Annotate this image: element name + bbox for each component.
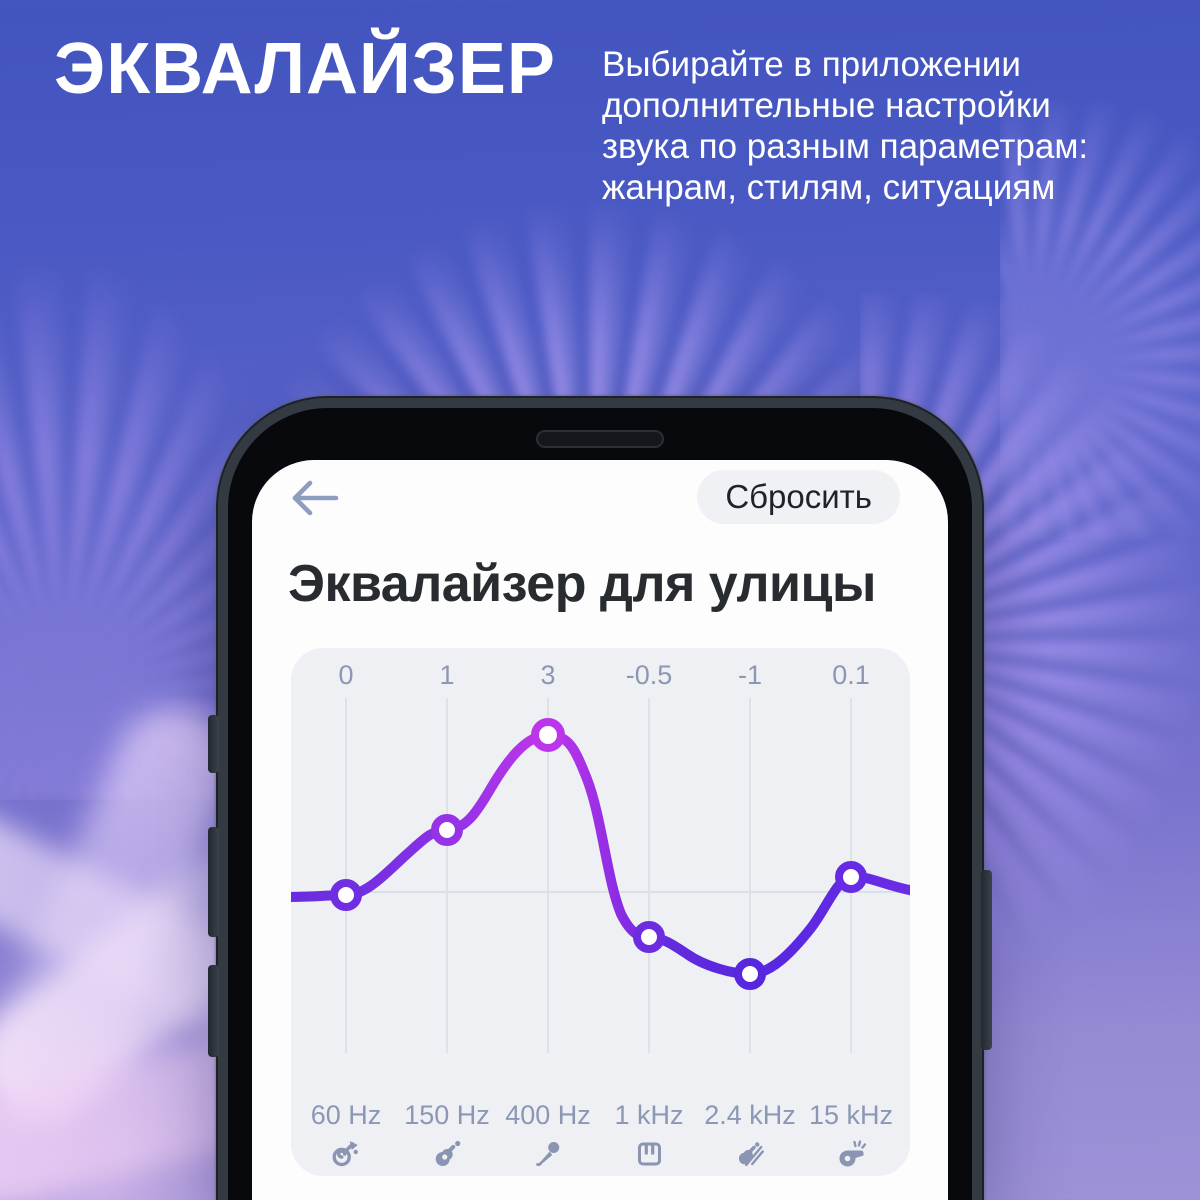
band-60hz: 60 Hz — [310, 1100, 382, 1171]
speaker-slot — [536, 430, 664, 448]
guitar-icon — [435, 1140, 461, 1166]
band-1khz: 1 kHz — [614, 1100, 684, 1171]
phone-frame: Сбросить Эквалайзер для улицы 0 1 3 -0.5… — [208, 408, 992, 1200]
gridline-vertical — [648, 698, 650, 1053]
whistle-icon — [839, 1140, 867, 1167]
eq-point-60hz[interactable] — [330, 879, 362, 911]
equalizer-curve-path — [291, 730, 910, 979]
power-button — [981, 870, 992, 1050]
back-arrow-icon — [292, 480, 339, 516]
promo-description-line: Выбирайте в приложении — [602, 45, 1021, 84]
band-freq-label: 2.4 kHz — [704, 1100, 796, 1130]
band-freq-label: 60 Hz — [310, 1100, 382, 1130]
eq-point-2-4khz[interactable] — [734, 958, 766, 990]
equalizer-curve — [291, 718, 910, 990]
mute-switch — [208, 715, 219, 773]
promo-description-line: звука по разным параметрам: — [602, 127, 1089, 166]
band-2-4khz: 2.4 kHz — [704, 1100, 796, 1171]
band-freq-label: 150 Hz — [404, 1100, 490, 1130]
band-150hz: 150 Hz — [404, 1100, 490, 1171]
promo-description: Выбирайте в приложении дополнительные на… — [602, 44, 1088, 208]
page-title: Эквалайзер для улицы — [288, 555, 876, 613]
promo-description-line: дополнительные настройки — [602, 86, 1051, 125]
eq-point-15khz[interactable] — [835, 861, 867, 893]
eq-point-1khz[interactable] — [633, 921, 665, 953]
promo-description-line: жанрам, стилям, ситуациям — [602, 168, 1056, 207]
violin-icon — [738, 1142, 764, 1167]
eq-point-400hz[interactable] — [531, 718, 565, 752]
band-freq-label: 15 kHz — [808, 1100, 894, 1130]
band-15khz: 15 kHz — [809, 1100, 893, 1171]
reset-button[interactable]: Сбросить — [697, 470, 900, 524]
reset-button-label: Сбросить — [725, 478, 872, 515]
band-value-label: -0.5 — [625, 660, 673, 690]
promo-title: ЭКВАЛАЙЗЕР — [54, 29, 556, 109]
band-freq-label: 1 kHz — [614, 1100, 684, 1130]
equalizer-panel: 0 1 3 -0.5 -1 0.1 — [291, 648, 910, 1176]
band-freq-label: 400 Hz — [505, 1100, 591, 1130]
band-value-label: 1 — [439, 660, 455, 690]
volume-down-button — [208, 965, 219, 1057]
band-400hz: 400 Hz — [505, 1100, 591, 1171]
band-value-label: 3 — [540, 660, 556, 690]
volume-up-button — [208, 827, 219, 937]
band-value-label: 0 — [338, 660, 354, 690]
piano-icon — [637, 1142, 661, 1166]
gridline-vertical — [749, 698, 751, 1053]
eq-point-150hz[interactable] — [431, 814, 463, 846]
phone-screen: Сбросить Эквалайзер для улицы 0 1 3 -0.5… — [252, 460, 948, 1200]
tuba-icon — [332, 1141, 359, 1167]
back-button[interactable] — [286, 474, 342, 522]
microphone-icon — [535, 1142, 559, 1167]
gridline-zero-level — [291, 891, 910, 893]
band-value-label: -1 — [737, 660, 763, 690]
